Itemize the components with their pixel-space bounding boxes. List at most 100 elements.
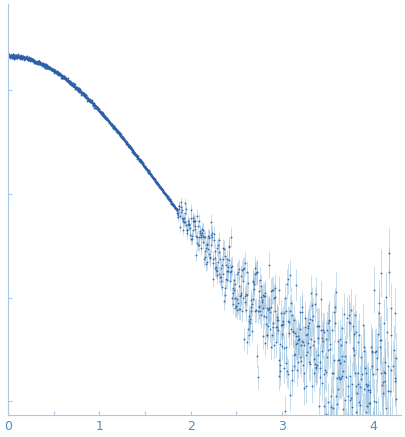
Point	[129, 145, 135, 152]
Point	[115, 129, 122, 136]
Point	[375, 310, 382, 317]
Point	[69, 79, 76, 86]
Point	[303, 352, 309, 359]
Point	[67, 80, 73, 87]
Point	[210, 256, 216, 263]
Point	[22, 54, 29, 61]
Point	[20, 54, 27, 61]
Point	[127, 145, 134, 152]
Point	[23, 55, 30, 62]
Point	[19, 54, 26, 61]
Point	[337, 336, 343, 343]
Point	[57, 70, 64, 77]
Point	[73, 83, 80, 90]
Point	[292, 340, 299, 347]
Point	[381, 319, 388, 326]
Point	[337, 375, 343, 382]
Point	[263, 332, 270, 339]
Point	[21, 54, 28, 61]
Point	[363, 380, 369, 387]
Point	[155, 180, 161, 187]
Point	[60, 74, 66, 81]
Point	[38, 60, 44, 67]
Point	[92, 103, 98, 110]
Point	[251, 286, 257, 293]
Point	[10, 53, 17, 60]
Point	[366, 388, 373, 395]
Point	[97, 108, 103, 115]
Point	[70, 82, 76, 89]
Point	[55, 69, 62, 76]
Point	[215, 249, 222, 256]
Point	[129, 148, 136, 155]
Point	[51, 67, 58, 74]
Point	[81, 91, 87, 98]
Point	[31, 57, 38, 64]
Point	[342, 353, 348, 360]
Point	[32, 59, 38, 66]
Point	[65, 78, 72, 85]
Point	[147, 170, 153, 177]
Point	[95, 106, 102, 113]
Point	[308, 335, 314, 342]
Point	[107, 121, 114, 128]
Point	[271, 342, 277, 349]
Point	[257, 277, 263, 284]
Point	[88, 99, 94, 106]
Point	[47, 65, 54, 72]
Point	[6, 51, 12, 58]
Point	[153, 179, 160, 186]
Point	[122, 138, 129, 145]
Point	[254, 353, 260, 360]
Point	[380, 378, 387, 385]
Point	[165, 195, 172, 202]
Point	[144, 166, 150, 173]
Point	[283, 308, 290, 315]
Point	[349, 412, 356, 419]
Point	[228, 267, 234, 274]
Point	[212, 255, 218, 262]
Point	[108, 121, 115, 128]
Point	[344, 314, 350, 321]
Point	[162, 190, 168, 197]
Point	[76, 88, 83, 95]
Point	[73, 84, 79, 91]
Point	[104, 115, 111, 122]
Point	[127, 145, 134, 152]
Point	[324, 326, 330, 333]
Point	[132, 152, 139, 159]
Point	[102, 115, 109, 122]
Point	[17, 52, 24, 59]
Point	[102, 115, 109, 122]
Point	[392, 396, 399, 403]
Point	[134, 153, 141, 160]
Point	[229, 262, 235, 269]
Point	[170, 202, 177, 209]
Point	[324, 354, 330, 361]
Point	[234, 300, 241, 307]
Point	[344, 382, 351, 389]
Point	[110, 125, 116, 132]
Point	[102, 115, 108, 122]
Point	[96, 108, 103, 115]
Point	[88, 97, 95, 104]
Point	[252, 264, 258, 271]
Point	[33, 59, 39, 66]
Point	[284, 281, 290, 288]
Point	[146, 170, 153, 177]
Point	[311, 355, 317, 362]
Point	[134, 155, 141, 162]
Point	[212, 248, 219, 255]
Point	[252, 306, 259, 313]
Point	[139, 160, 146, 167]
Point	[157, 184, 163, 191]
Point	[150, 175, 157, 182]
Point	[149, 174, 156, 181]
Point	[225, 263, 231, 270]
Point	[160, 188, 167, 195]
Point	[376, 343, 383, 350]
Point	[317, 374, 323, 381]
Point	[80, 89, 86, 96]
Point	[111, 125, 117, 132]
Point	[229, 289, 236, 296]
